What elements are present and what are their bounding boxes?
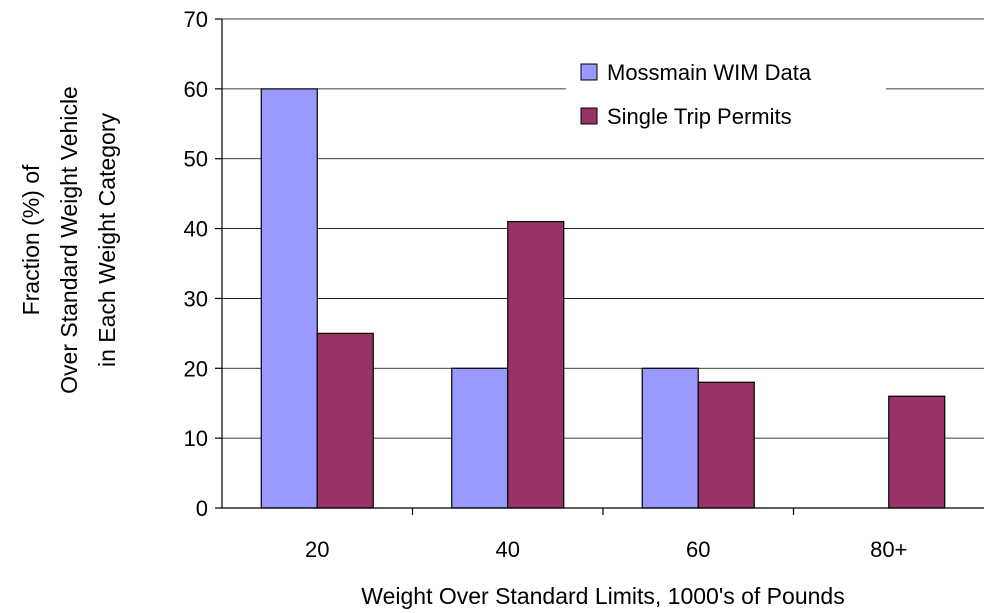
y-tick-label-30: 30 [184,286,208,311]
y-tick-label-70: 70 [184,7,208,32]
bar-mossmain-40 [451,367,509,509]
legend-swatch-mossmain [580,63,598,81]
bar-single-trip-40 [507,220,565,509]
bar-single-trip-80+ [888,395,946,509]
x-tick-label-60: 60 [686,537,710,562]
y-tick-label-60: 60 [184,77,208,102]
x-tick-label-20: 20 [305,537,329,562]
bar-single-trip-60 [697,381,755,509]
y-tick-label-40: 40 [184,217,208,242]
y-tick-label-0: 0 [196,496,208,521]
bars [260,88,946,509]
legend-swatch-single-trip [580,107,598,125]
legend: Mossmain WIM Data Single Trip Permits [566,52,886,140]
y-axis-title-line-3: in Each Weight Category [94,113,120,367]
y-axis-ticks: 0 10 20 30 40 50 60 70 [184,7,222,521]
x-tick-label-80+: 80+ [870,537,907,562]
y-tick-label-50: 50 [184,147,208,172]
x-axis-title: Weight Over Standard Limits, 1000's of P… [361,583,844,609]
legend-label-mossmain: Mossmain WIM Data [607,60,812,85]
y-axis-title-line-2: Over Standard Weight Vehicle [56,86,82,394]
bar-mossmain-20 [260,88,318,509]
x-tick-label-40: 40 [496,537,520,562]
y-axis-title-line-1: Fraction (%) of [18,164,44,315]
y-tick-label-20: 20 [184,356,208,381]
x-axis-ticks: 20 40 60 80+ [305,508,907,562]
legend-label-single-trip: Single Trip Permits [607,104,792,129]
y-axis-title: Fraction (%) of Over Standard Weight Veh… [18,86,120,394]
legend-box [566,52,886,140]
bar-single-trip-20 [316,332,374,509]
bar-mossmain-60 [641,367,699,509]
y-tick-label-10: 10 [184,426,208,451]
